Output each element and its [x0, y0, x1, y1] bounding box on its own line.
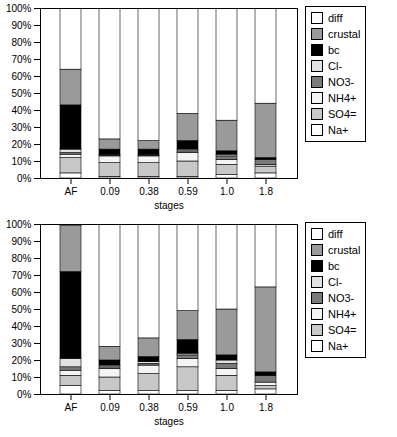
svg-text:100%: 100%	[6, 3, 32, 14]
html-text:crustal: crustal	[328, 28, 361, 40]
svg-text:20%: 20%	[11, 355, 31, 366]
html-text:diff: diff	[328, 12, 343, 24]
svg-text:90%: 90%	[11, 236, 31, 247]
svg-text:50%: 50%	[11, 304, 31, 315]
html-text:NH4+: NH4+	[328, 308, 357, 320]
html-text:NO3-: NO3-	[328, 292, 355, 304]
svg-text:20%: 20%	[11, 139, 31, 150]
svg-text:90%: 90%	[11, 20, 31, 31]
svg-text:AF: AF	[65, 186, 78, 197]
svg-text:1.8: 1.8	[259, 186, 273, 197]
html-text:Na+: Na+	[328, 340, 349, 352]
svg-text:stages: stages	[154, 416, 183, 427]
html-text:bc: bc	[328, 44, 340, 56]
svg-text:80%: 80%	[11, 37, 31, 48]
svg-text:1.0: 1.0	[220, 402, 234, 413]
html-text:bc: bc	[328, 260, 340, 272]
svg-text:10%: 10%	[11, 156, 31, 167]
html-text:Cl-: Cl-	[328, 276, 343, 288]
svg-text:100%: 100%	[6, 219, 32, 230]
svg-text:0.09: 0.09	[100, 186, 120, 197]
svg-text:60%: 60%	[11, 287, 31, 298]
svg-text:1.8: 1.8	[259, 402, 273, 413]
svg-text:80%: 80%	[11, 253, 31, 264]
svg-text:stages: stages	[154, 200, 183, 211]
html-text:NO3-: NO3-	[328, 76, 355, 88]
svg-text:60%: 60%	[11, 71, 31, 82]
svg-text:30%: 30%	[11, 338, 31, 349]
svg-text:0%: 0%	[17, 389, 32, 400]
svg-text:0.38: 0.38	[139, 402, 159, 413]
svg-text:0%: 0%	[17, 173, 32, 184]
svg-text:0.59: 0.59	[178, 402, 198, 413]
svg-text:0.59: 0.59	[178, 186, 198, 197]
svg-text:30%: 30%	[11, 122, 31, 133]
html-text:crustal: crustal	[328, 244, 361, 256]
svg-text:40%: 40%	[11, 321, 31, 332]
svg-text:50%: 50%	[11, 88, 31, 99]
svg-text:10%: 10%	[11, 372, 31, 383]
svg-text:70%: 70%	[11, 54, 31, 65]
svg-text:70%: 70%	[11, 270, 31, 281]
html-text:NH4+: NH4+	[328, 92, 357, 104]
svg-text:40%: 40%	[11, 105, 31, 116]
html-text:SO4=: SO4=	[328, 108, 357, 120]
html-text:Cl-: Cl-	[328, 60, 343, 72]
html-text:SO4=: SO4=	[328, 324, 357, 336]
svg-text:0.09: 0.09	[100, 402, 120, 413]
svg-text:0.38: 0.38	[139, 186, 159, 197]
svg-text:AF: AF	[65, 402, 78, 413]
svg-text:1.0: 1.0	[220, 186, 234, 197]
html-text:Na+: Na+	[328, 124, 349, 136]
html-text:diff: diff	[328, 228, 343, 240]
